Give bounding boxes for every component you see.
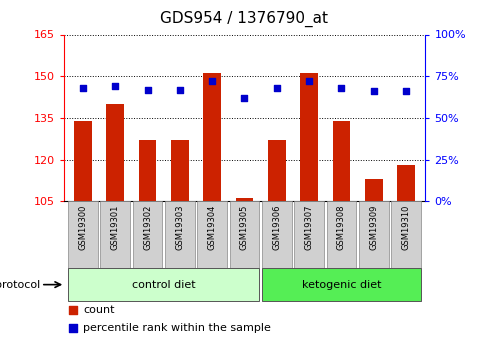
Text: GSM19300: GSM19300	[78, 205, 87, 250]
FancyBboxPatch shape	[262, 201, 291, 268]
FancyBboxPatch shape	[132, 201, 162, 268]
FancyBboxPatch shape	[100, 201, 130, 268]
FancyBboxPatch shape	[390, 201, 420, 268]
Text: GSM19306: GSM19306	[272, 205, 281, 250]
Text: GSM19303: GSM19303	[175, 205, 184, 250]
Point	[369, 88, 377, 94]
Point	[176, 87, 183, 92]
Point	[143, 87, 151, 92]
Text: GSM19309: GSM19309	[368, 205, 377, 250]
FancyBboxPatch shape	[358, 201, 388, 268]
FancyBboxPatch shape	[197, 201, 226, 268]
Point	[272, 85, 280, 91]
Point	[79, 85, 87, 91]
Point	[68, 325, 76, 331]
FancyBboxPatch shape	[68, 201, 98, 268]
FancyBboxPatch shape	[262, 268, 420, 301]
Text: GSM19302: GSM19302	[143, 205, 152, 250]
FancyBboxPatch shape	[68, 268, 259, 301]
Bar	[203, 73, 221, 201]
Text: GSM19304: GSM19304	[207, 205, 216, 250]
FancyBboxPatch shape	[229, 201, 259, 268]
Bar	[300, 73, 317, 201]
Point	[305, 78, 312, 84]
Text: count: count	[83, 305, 115, 315]
Bar	[332, 121, 349, 201]
Text: GSM19301: GSM19301	[111, 205, 120, 250]
Text: percentile rank within the sample: percentile rank within the sample	[83, 323, 271, 333]
Bar	[364, 179, 382, 201]
Bar	[171, 140, 188, 201]
Point	[240, 95, 248, 101]
Bar	[396, 165, 414, 201]
FancyBboxPatch shape	[294, 201, 324, 268]
Text: GSM19310: GSM19310	[401, 205, 410, 250]
Text: GDS954 / 1376790_at: GDS954 / 1376790_at	[160, 10, 328, 27]
Point	[401, 88, 409, 94]
Text: GSM19307: GSM19307	[304, 205, 313, 250]
Text: control diet: control diet	[132, 280, 195, 289]
Bar	[106, 104, 124, 201]
Point	[111, 83, 119, 89]
Text: ketogenic diet: ketogenic diet	[301, 280, 381, 289]
FancyBboxPatch shape	[326, 201, 356, 268]
Point	[337, 85, 345, 91]
Text: protocol: protocol	[0, 280, 40, 289]
Point	[208, 78, 216, 84]
Bar	[235, 198, 253, 201]
Bar	[74, 121, 92, 201]
Bar	[267, 140, 285, 201]
Point	[68, 307, 76, 313]
Text: GSM19305: GSM19305	[240, 205, 248, 250]
FancyBboxPatch shape	[164, 201, 194, 268]
Bar	[139, 140, 156, 201]
Text: GSM19308: GSM19308	[336, 205, 345, 250]
